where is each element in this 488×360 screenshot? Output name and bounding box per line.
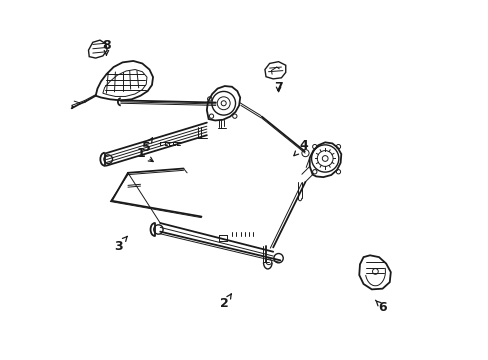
Text: 6: 6 [375, 300, 386, 314]
Text: 1: 1 [136, 147, 153, 162]
Text: 5: 5 [141, 138, 152, 154]
Text: 4: 4 [293, 139, 307, 156]
Text: 3: 3 [114, 236, 127, 253]
Text: 2: 2 [220, 294, 231, 310]
Text: 8: 8 [102, 39, 110, 55]
Text: 7: 7 [274, 81, 283, 94]
